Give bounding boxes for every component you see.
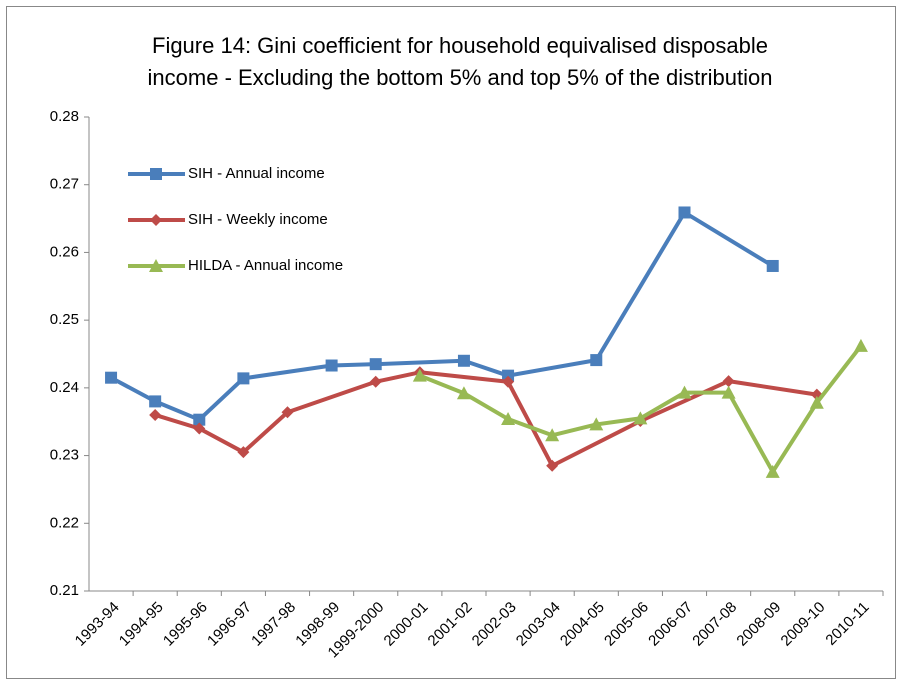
marker [677, 385, 692, 399]
x-tick-label: 2007-08 [689, 599, 740, 650]
marker [105, 371, 118, 384]
marker [633, 411, 648, 425]
line-segment [373, 370, 422, 384]
x-tick-label: 1997-98 [248, 599, 299, 650]
line-segment [682, 210, 775, 268]
marker [457, 354, 470, 367]
x-tick-label: 2002-03 [469, 599, 520, 650]
legend-label: SIH - Weekly income [188, 211, 328, 228]
x-tick-label: 2006-07 [645, 599, 696, 650]
legend-marker [150, 214, 162, 226]
line-segment [153, 399, 202, 422]
legend-marker [149, 259, 163, 272]
marker [502, 375, 515, 388]
marker [853, 338, 868, 352]
marker [721, 385, 736, 399]
marker [325, 359, 338, 372]
line-segment [814, 343, 863, 405]
marker [237, 372, 250, 385]
line-segment [461, 358, 511, 378]
marker [502, 369, 515, 382]
line-segment [241, 363, 334, 381]
marker [193, 413, 206, 426]
line-segment [638, 390, 687, 421]
y-tick-label: 0.22 [50, 514, 79, 531]
marker [193, 422, 206, 435]
line-segment [197, 426, 246, 455]
line-segment [417, 373, 466, 396]
line-segment [373, 358, 466, 367]
line-segment [550, 419, 643, 468]
y-tick-label: 0.24 [50, 379, 79, 396]
x-tick-label: 2005-06 [601, 599, 652, 650]
line-segment [461, 391, 511, 422]
marker [237, 446, 250, 459]
line-segment [726, 379, 819, 397]
legend-label: HILDA - Annual income [188, 257, 343, 274]
x-tick-label: 2008-09 [733, 599, 784, 650]
x-tick-label: 2001-02 [425, 599, 476, 650]
legend-label: SIH - Annual income [188, 165, 325, 182]
marker [369, 358, 382, 371]
y-tick-label: 0.28 [50, 108, 79, 125]
marker [722, 375, 735, 388]
line-segment [285, 379, 378, 415]
marker [369, 375, 382, 388]
y-tick-label: 0.26 [50, 243, 79, 260]
marker [589, 417, 604, 431]
line-segment [197, 376, 246, 422]
marker [412, 368, 427, 382]
marker [546, 459, 559, 472]
x-tick-label: 1995-96 [160, 599, 211, 650]
marker [590, 354, 603, 367]
legend-marker [150, 168, 162, 180]
line-segment [329, 362, 378, 368]
marker [765, 464, 780, 478]
line-segment [506, 417, 555, 438]
marker [281, 406, 294, 419]
line-segment [241, 410, 290, 455]
marker [809, 395, 824, 409]
marker [545, 428, 560, 442]
x-tick-label: 2009-10 [778, 599, 829, 650]
x-tick-label: 2000-01 [381, 599, 432, 650]
y-tick-label: 0.21 [50, 582, 79, 599]
line-segment [506, 379, 555, 468]
marker [149, 408, 162, 421]
x-tick-label: 1994-95 [116, 599, 167, 650]
marker [766, 259, 779, 272]
chart-border [6, 6, 896, 679]
x-tick-label: 2010-11 [822, 599, 872, 649]
line-segment [638, 379, 731, 424]
chart-title: Figure 14: Gini coefficient for househol… [147, 33, 773, 90]
line-segment [726, 390, 775, 474]
line-segment [109, 375, 158, 404]
line-segment [594, 210, 687, 363]
line-segment [417, 370, 511, 384]
marker [678, 206, 691, 219]
x-tick-label: 1996-97 [204, 599, 255, 650]
marker [501, 412, 516, 426]
y-tick-label: 0.27 [50, 176, 79, 193]
y-tick-label: 0.25 [50, 311, 79, 328]
y-tick-label: 0.23 [50, 447, 79, 464]
line-segment [506, 358, 599, 378]
line-segment [770, 400, 819, 474]
marker [456, 386, 471, 400]
x-tick-label: 2003-04 [513, 599, 564, 650]
line-segment [153, 412, 202, 431]
x-tick-label: 2004-05 [557, 599, 608, 650]
marker [149, 395, 162, 408]
line-segment [594, 416, 643, 427]
line-segment [550, 422, 599, 438]
x-tick-label: 1993-94 [72, 599, 123, 650]
